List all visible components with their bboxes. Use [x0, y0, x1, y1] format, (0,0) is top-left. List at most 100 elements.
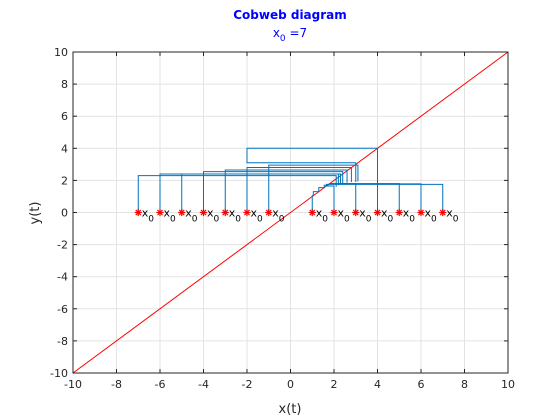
x0-label-sub: 0: [235, 215, 241, 225]
marker-stroke: [439, 209, 446, 216]
marker-stroke: [178, 209, 185, 216]
y-tick-label: 4: [61, 142, 68, 155]
x-tick-label: -4: [198, 378, 209, 391]
y-tick-label: -2: [57, 239, 68, 252]
x0-marker: [352, 208, 360, 217]
cobweb-path: [328, 183, 444, 213]
x0-label: x0: [164, 207, 177, 225]
x0-label-main: x: [164, 207, 171, 220]
x0-label-sub: 0: [409, 215, 415, 225]
x0-label: x0: [338, 207, 351, 225]
x0-label: x0: [229, 207, 242, 225]
identity-line: [72, 51, 509, 374]
x0-label-main: x: [425, 207, 432, 220]
marker-stroke: [157, 209, 163, 216]
cobweb-path: [325, 183, 335, 213]
x0-label-sub: 0: [388, 215, 394, 225]
cobweb-path: [311, 184, 328, 213]
x0-marker: [373, 208, 382, 217]
x0-label-sub: 0: [279, 215, 285, 225]
x-tick-label: 6: [418, 378, 425, 391]
marker-stroke: [222, 209, 229, 216]
cobweb-path: [246, 167, 352, 213]
cobweb-paths: [137, 147, 444, 213]
cobweb-path: [203, 171, 344, 213]
identity-line-group: [72, 51, 509, 374]
x-tick-label: 2: [331, 378, 338, 391]
x0-label: x0: [403, 207, 416, 225]
subtitle-rest: =7: [286, 26, 308, 40]
x0-marker: [417, 208, 425, 217]
marker-stroke: [374, 209, 381, 216]
x0-marker: [395, 208, 403, 217]
cobweb-path: [268, 164, 359, 213]
marker-stroke: [244, 209, 250, 216]
x-tick-label: 10: [501, 378, 515, 391]
axes: [72, 51, 509, 374]
y-axis-label: y(t): [28, 202, 43, 225]
marker-stroke: [309, 209, 316, 216]
marker-stroke: [200, 209, 207, 216]
x0-label-sub: 0: [431, 215, 437, 225]
x0-label: x0: [446, 207, 459, 225]
x0-label: x0: [316, 207, 329, 225]
y-tick-label: 2: [61, 174, 68, 187]
x-tick-label: -10: [64, 378, 82, 391]
x-tick-label: 8: [461, 378, 468, 391]
x0-label-sub: 0: [344, 215, 350, 225]
chart-title: Cobweb diagram: [233, 8, 347, 22]
x0-label-main: x: [381, 207, 388, 220]
x0-label-main: x: [251, 207, 258, 220]
x0-label-sub: 0: [192, 215, 198, 225]
x0-label: x0: [272, 207, 285, 225]
x0-marker: [439, 208, 447, 217]
y-tick-label: -10: [50, 367, 68, 380]
x0-label-main: x: [403, 207, 410, 220]
x0-label-main: x: [142, 207, 149, 220]
y-tick-label: 10: [54, 46, 68, 59]
x0-label-main: x: [207, 207, 214, 220]
x0-label-main: x: [272, 207, 279, 220]
x0-label: x0: [185, 207, 198, 225]
x0-label: x0: [251, 207, 264, 225]
x-tick-label: -6: [155, 378, 166, 391]
x0-marker: [243, 208, 251, 217]
x0-marker: [199, 208, 208, 217]
x0-label-main: x: [338, 207, 345, 220]
subtitle-main: x: [273, 26, 280, 40]
subtitle-sub: 0: [280, 34, 286, 44]
y-tick-label: 8: [61, 78, 68, 91]
cobweb-path: [181, 173, 342, 213]
y-tick-label: -6: [57, 303, 68, 316]
x0-label: x0: [381, 207, 394, 225]
x-tick-label: -8: [111, 378, 122, 391]
marker-stroke: [352, 209, 359, 216]
tick-labels: -10 -8 -6 -4 -2 0 2 4 6 8 10 -10 -8 -6 -4 -2 0 2 4 6 8 10: [50, 46, 515, 391]
x0-label-sub: 0: [366, 215, 372, 225]
x-tick-label: -2: [242, 378, 253, 391]
y-tick-label: 0: [61, 207, 68, 220]
chart-subtitle: x0 =7: [273, 26, 307, 44]
x0-marker: [178, 208, 186, 217]
x0-label-sub: 0: [170, 215, 176, 225]
x0-label-main: x: [446, 207, 453, 220]
x-tick-label: 4: [374, 378, 381, 391]
marker-stroke: [265, 209, 272, 216]
start-markers: x0 x0 x0 x0 x0 x0 x0 x0 x0 x0 x0 x0 x0 x0: [134, 207, 459, 225]
y-tick-label: 6: [61, 110, 68, 123]
y-tick-label: -8: [57, 335, 68, 348]
cobweb-path: [246, 147, 378, 213]
x0-label-sub: 0: [322, 215, 328, 225]
marker-stroke: [396, 209, 403, 216]
x0-marker: [156, 208, 164, 217]
x0-marker: [265, 208, 273, 217]
x0-label-main: x: [359, 207, 366, 220]
x0-label-main: x: [185, 207, 192, 220]
x0-label-main: x: [316, 207, 323, 220]
x0-label-sub: 0: [453, 215, 459, 225]
x0-label-main: x: [229, 207, 236, 220]
x0-marker: [221, 208, 229, 217]
y-tick-label: -4: [57, 271, 68, 284]
marker-stroke: [331, 209, 337, 216]
